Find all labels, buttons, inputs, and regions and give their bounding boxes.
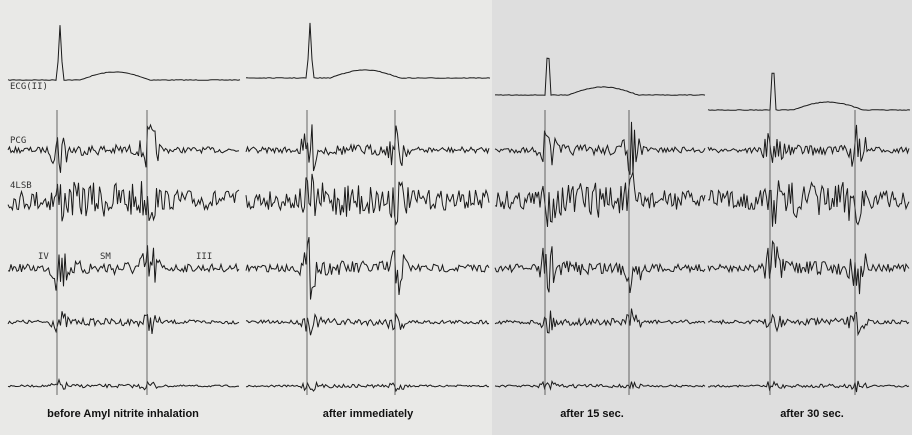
ecg-trace (7, 25, 241, 81)
sound-trace (7, 181, 240, 222)
panel-caption: after 15 sec. (560, 408, 624, 420)
sound-trace (494, 121, 706, 175)
ecg-trace (495, 57, 706, 96)
sound-trace (707, 124, 910, 167)
sound-label: SM (100, 252, 111, 262)
sound-trace (245, 237, 490, 300)
sound-trace (245, 380, 490, 393)
sound-label: III (196, 252, 212, 262)
paper-shade (492, 0, 912, 435)
trace-label: 4LSB (10, 181, 32, 191)
sound-trace (494, 308, 706, 334)
sound-trace (245, 173, 490, 226)
sound-trace (707, 239, 910, 295)
sound-trace (707, 380, 910, 393)
sound-trace (494, 379, 706, 391)
ecg-trace (707, 72, 911, 111)
panel-caption: after immediately (323, 408, 414, 420)
sound-label: IV (38, 252, 49, 262)
sound-trace (7, 123, 240, 173)
sound-trace (245, 124, 490, 172)
sound-trace (7, 245, 240, 291)
ecg-trace (245, 22, 491, 79)
panel-caption: before Amyl nitrite inhalation (47, 408, 199, 420)
trace-label: PCG (10, 136, 26, 146)
sound-trace (7, 311, 240, 334)
sound-trace (707, 311, 910, 337)
sound-trace (494, 246, 706, 293)
sound-trace (245, 312, 490, 336)
traces (7, 22, 911, 395)
sound-trace (494, 171, 706, 227)
sound-trace (708, 180, 910, 227)
trace-label: ECG(II) (10, 82, 48, 92)
panel-caption: after 30 sec. (780, 408, 844, 420)
sound-trace (7, 377, 240, 391)
